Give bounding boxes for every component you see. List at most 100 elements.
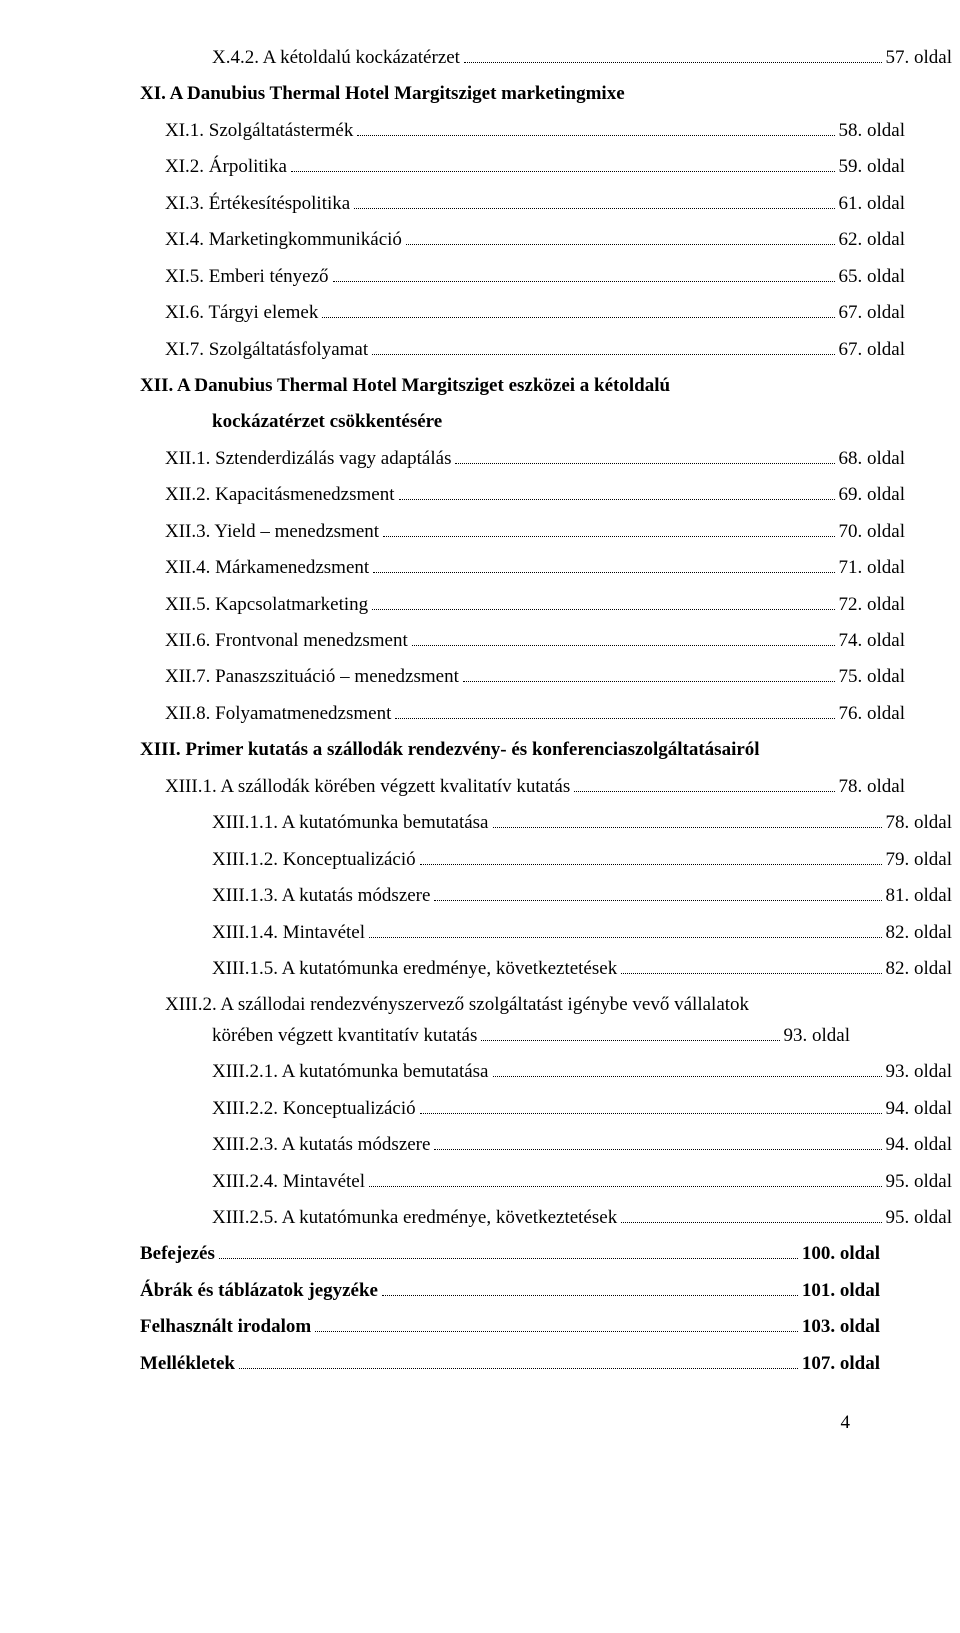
toc-entry-label: XIII.2.5. A kutatómunka eredménye, követ…	[212, 1203, 617, 1232]
toc-dots	[621, 956, 881, 974]
toc-entry-page: 69. oldal	[839, 480, 906, 509]
toc-dots	[372, 591, 834, 609]
toc-entry: XIII.2.4. Mintavétel95. oldal	[110, 1167, 952, 1196]
toc-entry: XIII.1.5. A kutatómunka eredménye, követ…	[110, 954, 952, 983]
toc-entry-page: 95. oldal	[886, 1203, 953, 1232]
toc-entry-page: 62. oldal	[839, 225, 906, 254]
toc-entry-page: 71. oldal	[839, 553, 906, 582]
toc-dots	[322, 300, 834, 318]
toc-entry: XII.4. Márkamenedzsment71. oldal	[110, 553, 905, 582]
toc-entry: XIII.1.4. Mintavétel 82. oldal	[110, 918, 952, 947]
toc-heading-label: kockázatérzet csökkentésére	[212, 411, 442, 432]
toc-entry-label: XII.1. Sztenderdizálás vagy adaptálás	[165, 444, 451, 473]
toc-entry: XI.2. Árpolitika59. oldal	[110, 152, 905, 181]
toc-entry-label: XI.6. Tárgyi elemek	[165, 298, 318, 327]
toc-entry: XIII.1.1. A kutatómunka bemutatása 78. ol…	[110, 808, 952, 837]
toc-entry-label: XI.4. Marketingkommunikáció	[165, 225, 402, 254]
toc-entry: XI.4. Marketingkommunikáció 62. oldal	[110, 225, 905, 254]
toc-entry-label: XIII.2.1. A kutatómunka bemutatása	[212, 1057, 489, 1086]
toc-entry-label: XII.6. Frontvonal menedzsment	[165, 626, 408, 655]
toc-entry-label: XII.3. Yield – menedzsment	[165, 517, 379, 546]
toc-dots	[412, 628, 835, 646]
toc-entry-label: XIII.1.1. A kutatómunka bemutatása	[212, 808, 489, 837]
toc-heading: XII. A Danubius Thermal Hotel Margitszig…	[110, 371, 850, 400]
toc-entry: Befejezés 100. oldal	[110, 1239, 880, 1268]
toc-dots	[493, 810, 882, 828]
toc-entry-label: XII.7. Panaszszituáció – menedzsment	[165, 662, 459, 691]
toc-entry-label: Mellékletek	[140, 1349, 235, 1378]
toc-entry-page: 59. oldal	[839, 152, 906, 181]
toc-entry-page: 93. oldal	[784, 1021, 851, 1050]
toc-dots	[239, 1351, 798, 1369]
toc-entry: XIII.2.1. A kutatómunka bemutatása 93. ol…	[110, 1057, 952, 1086]
toc-dots	[395, 701, 834, 719]
toc-dots	[315, 1314, 798, 1332]
toc-entry-label: XIII.2. A szállodai rendezvényszervező s…	[165, 994, 749, 1015]
toc-dots	[383, 519, 834, 537]
toc-entry: XI.3. Értékesítéspolitika61. oldal	[110, 189, 905, 218]
toc-entry-page: 79. oldal	[886, 845, 953, 874]
toc-entry: XII.6. Frontvonal menedzsment74. oldal	[110, 626, 905, 655]
toc-entry-page: 67. oldal	[839, 298, 906, 327]
toc-dots	[357, 118, 834, 136]
toc-page: X.4.2. A kétoldalú kockázatérzet57. olda…	[0, 0, 960, 1498]
toc-entry-label: XI.3. Értékesítéspolitika	[165, 189, 350, 218]
toc-entry: XIII.2.3. A kutatás módszere94. oldal	[110, 1130, 952, 1159]
toc-entry: XII.8. Folyamatmenedzsment76. oldal	[110, 699, 905, 728]
toc-dots	[455, 446, 834, 464]
toc-entry: XI.5. Emberi tényező65. oldal	[110, 262, 905, 291]
toc-entry-label: Befejezés	[140, 1239, 215, 1268]
toc-heading-label: XII. A Danubius Thermal Hotel Margitszig…	[140, 375, 670, 396]
toc-entry-label: körében végzett kvantitatív kutatás	[212, 1021, 477, 1050]
toc-entry-page: 68. oldal	[839, 444, 906, 473]
toc-dots	[369, 919, 881, 937]
toc-heading-label: XIII. Primer kutatás a szállodák rendezv…	[140, 739, 760, 760]
toc-entry-page: 82. oldal	[886, 954, 953, 983]
toc-entry-label: Ábrák és táblázatok jegyzéke	[140, 1276, 378, 1305]
toc-entry-page: 58. oldal	[839, 116, 906, 145]
toc-entry: XIII.2.2. Konceptualizáció 94. oldal	[110, 1094, 952, 1123]
toc-entry-label: XIII.1.3. A kutatás módszere	[212, 881, 430, 910]
page-number: 4	[110, 1408, 850, 1437]
toc-entry-page: 78. oldal	[886, 808, 953, 837]
toc-entry: XII.2. Kapacitásmenedzsment 69. oldal	[110, 480, 905, 509]
toc-entry-label: XIII.1.5. A kutatómunka eredménye, követ…	[212, 954, 617, 983]
toc-entry-label: XIII.2.2. Konceptualizáció	[212, 1094, 416, 1123]
toc-dots	[434, 1132, 881, 1150]
toc-entry: XII.7. Panaszszituáció – menedzsment 75. …	[110, 662, 905, 691]
toc-dots	[574, 774, 834, 792]
toc-dots	[372, 336, 834, 354]
toc-entry-page: 81. oldal	[886, 881, 953, 910]
toc-entry-page: 76. oldal	[839, 699, 906, 728]
toc-dots	[219, 1241, 798, 1259]
toc-dots	[420, 1096, 882, 1114]
toc-entry-label: XIII.1.4. Mintavétel	[212, 918, 365, 947]
toc-entry-page: 93. oldal	[886, 1057, 953, 1086]
toc-entry-label: XII.2. Kapacitásmenedzsment	[165, 480, 395, 509]
toc-dots	[463, 664, 835, 682]
toc-entry-page: 75. oldal	[839, 662, 906, 691]
toc-heading: XI. A Danubius Thermal Hotel Margitszige…	[110, 79, 850, 108]
toc-heading: kockázatérzet csökkentésére	[110, 407, 850, 436]
toc-entry-label: XIII.2.3. A kutatás módszere	[212, 1130, 430, 1159]
toc-dots	[382, 1278, 798, 1296]
toc-entry: Felhasznált irodalom 103. oldal	[110, 1312, 880, 1341]
toc-entry-label: XII.5. Kapcsolatmarketing	[165, 590, 368, 619]
toc-entry-page: 78. oldal	[839, 772, 906, 801]
toc-entry-page: 103. oldal	[802, 1312, 880, 1341]
toc-entry: XIII.1.2. Konceptualizáció79. oldal	[110, 845, 952, 874]
toc-heading-label: XI. A Danubius Thermal Hotel Margitszige…	[140, 83, 625, 104]
toc-dots	[493, 1059, 882, 1077]
toc-entry-label: XI.5. Emberi tényező	[165, 262, 329, 291]
toc-dots	[406, 227, 835, 245]
toc-entry: XI.1. Szolgáltatástermék58. oldal	[110, 116, 905, 145]
toc-entry-page: 94. oldal	[886, 1094, 953, 1123]
toc-entry-label: X.4.2. A kétoldalú kockázatérzet	[212, 43, 460, 72]
toc-entry-page: 100. oldal	[802, 1239, 880, 1268]
toc-dots	[399, 482, 835, 500]
toc-entry: XIII.1.3. A kutatás módszere 81. oldal	[110, 881, 952, 910]
toc-entry-label: Felhasznált irodalom	[140, 1312, 311, 1341]
toc-dots	[464, 45, 882, 63]
toc-entry-page: 82. oldal	[886, 918, 953, 947]
toc-entry-label: XIII.1. A szállodák körében végzett kval…	[165, 772, 570, 801]
